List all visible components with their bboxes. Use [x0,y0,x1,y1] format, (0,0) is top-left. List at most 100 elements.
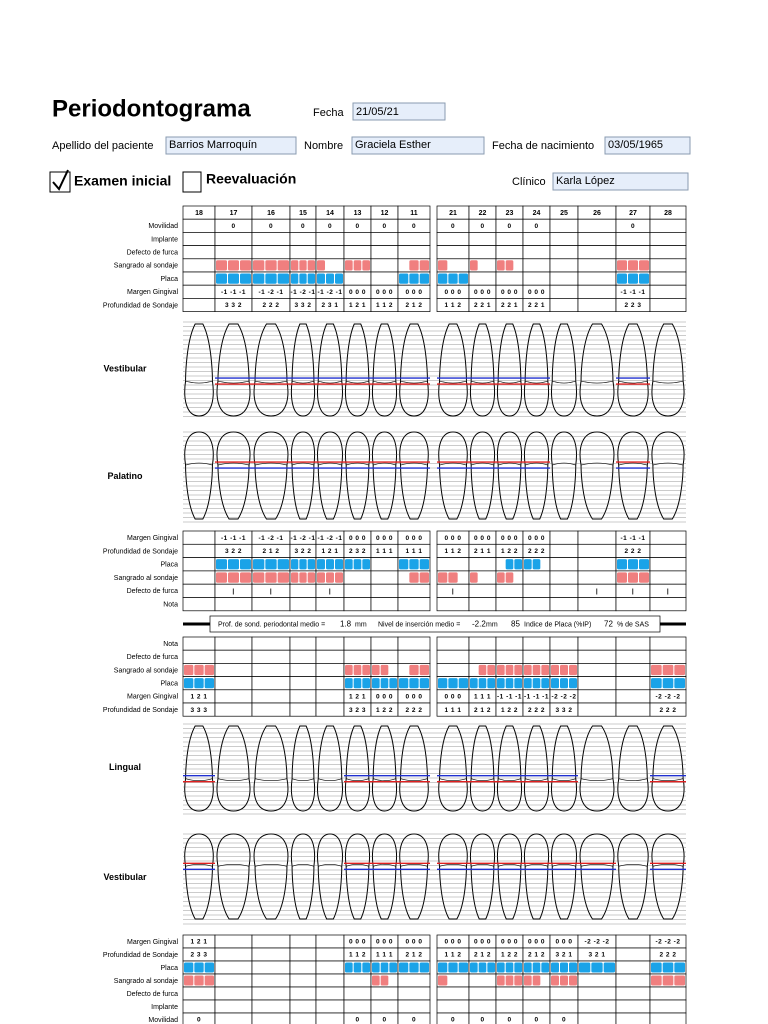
cell [214,947,253,962]
checkbox-reeval[interactable] [182,171,202,193]
tooth-number: 21 [449,210,457,217]
site-mark [409,664,419,676]
cell [615,1012,651,1024]
tooth-cej [373,864,396,867]
check-mark [52,169,69,191]
cell-value: 0 [534,1017,538,1024]
cell-value: 2 2 1 [528,302,545,309]
cell-value: 0 0 0 [474,535,491,542]
cell-value: -2 -2 -2 [656,694,681,701]
site-mark [204,962,214,973]
site-mark [353,664,362,676]
summary-bleeding-label: % de SAS [617,621,649,628]
cell-value: 2 1 2 [406,952,423,959]
tooth [524,431,549,520]
cell [343,636,372,651]
site-mark [307,559,315,570]
birth-field[interactable] [604,136,691,155]
cell [495,986,524,1001]
site-mark [291,559,299,570]
site-mark [419,664,429,676]
site-mark [448,273,458,284]
cell-value: 2 1 2 [528,952,545,959]
site-mark [505,678,514,689]
tooth [372,323,397,417]
cell [577,986,617,1001]
cell-value: 1 1 1 [406,548,423,555]
cell-value: 2 2 2 [660,707,677,714]
site-mark [551,962,559,973]
cell-value: 1 2 1 [349,302,366,309]
cell [436,636,470,651]
surname-field[interactable] [165,136,297,155]
cell [649,530,687,545]
site-mark [497,260,505,271]
cell [649,597,687,612]
cell [289,702,317,717]
site-mark [639,559,649,570]
site-mark [277,572,289,583]
tooth [317,725,343,812]
cell [549,271,579,286]
cell [370,570,399,585]
cell-value: -1 -2 -1 [259,289,284,296]
cell [549,649,579,664]
tooth-number: 28 [664,210,672,217]
cell [343,986,372,1001]
cell [343,999,372,1014]
cell [289,583,317,598]
cell-value: 0 0 0 [406,939,423,946]
cell-value: 3 2 2 [225,548,242,555]
cell [289,663,317,677]
site-mark [458,273,468,284]
name-value: Graciela Esther [355,139,431,151]
row-label: Defecto de furca [127,654,178,661]
cell [289,676,317,691]
summary-plaque-label: Indice de Placa (%IP) [524,621,591,628]
site-mark [628,559,638,570]
cell [182,636,216,651]
tooth-cej [254,462,288,466]
cell [577,1012,617,1024]
cell [182,649,216,664]
cell [549,557,579,572]
cell-value: -2 -2 -2 [585,939,610,946]
cell-value: 2 2 2 [263,302,280,309]
date-field[interactable] [352,102,446,121]
cell-value: 0 0 0 [406,694,423,701]
cell-value: 0 0 0 [528,535,545,542]
site-mark [380,678,389,689]
cell [251,934,291,949]
reevaluation: Reevaluación [206,171,296,187]
site-mark [579,962,591,973]
cell-value: 0 [231,223,235,230]
cell [182,232,216,246]
cell [495,583,524,598]
cell [315,597,345,612]
cell [615,232,651,246]
cell [522,245,551,260]
cell [522,986,551,1001]
cell [315,676,345,691]
cell-value: 1 2 1 [322,548,339,555]
cell [251,947,291,962]
tooth-cej [652,864,684,867]
site-mark [541,678,549,689]
site-mark [470,962,478,973]
cell-value: 0 0 0 [445,289,462,296]
tooth [317,323,343,417]
cell-value: 0 0 0 [376,289,393,296]
site-mark [380,962,389,973]
tooth [290,431,316,520]
clinician-field[interactable] [552,172,689,191]
tooth [345,725,370,812]
row-label: Sangrado al sondaje [114,575,178,582]
cell [315,986,345,1001]
cell [615,947,651,962]
name-field[interactable] [351,136,485,155]
site-mark [253,572,265,583]
site-mark [438,678,448,689]
site-mark [419,572,429,583]
cell [214,663,253,677]
tooth-cej [217,864,250,867]
